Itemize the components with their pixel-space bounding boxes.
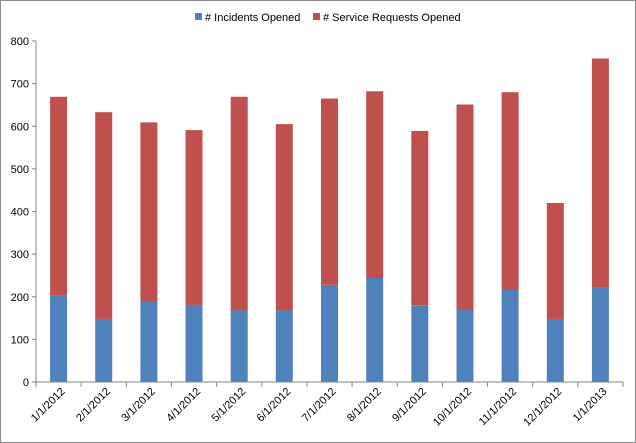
bar-incidents: [501, 289, 519, 382]
x-tick-label: 11/1/2012: [477, 386, 520, 429]
bar-service-requests: [546, 203, 564, 319]
bar-incidents: [591, 287, 609, 382]
bar-service-requests: [185, 130, 203, 305]
x-tick-label: 1/1/2012: [29, 386, 68, 425]
legend-label-incidents: # Incidents Opened: [205, 12, 300, 24]
bar-service-requests: [230, 96, 248, 311]
bar-incidents: [95, 318, 113, 382]
bar-service-requests: [591, 58, 609, 288]
x-tick-label: 5/1/2012: [210, 386, 249, 425]
x-tick-label: 12/1/2012: [521, 386, 564, 429]
x-tick-label: 9/1/2012: [390, 386, 429, 425]
x-tick-label: 4/1/2012: [164, 386, 203, 425]
bar-service-requests: [411, 130, 429, 306]
bar-incidents: [50, 295, 68, 382]
x-tick-label: 7/1/2012: [300, 386, 339, 425]
x-axis: 1/1/2012 2/1/2012 3/1/2012 4/1/2012 5/1/2012…: [29, 381, 624, 429]
y-axis: 0 100 200 300 400 500 600 700 800: [11, 36, 37, 389]
y-tick-label: 400: [11, 207, 29, 219]
bar-service-requests: [275, 124, 293, 311]
y-tick-label: 300: [11, 249, 29, 261]
legend-label-service-requests: # Service Requests Opened: [323, 12, 461, 24]
bar-service-requests: [95, 112, 113, 319]
bars: [50, 58, 609, 382]
y-tick-label: 100: [11, 334, 29, 346]
y-tick-label: 500: [11, 164, 29, 176]
bar-incidents: [321, 284, 338, 382]
legend-swatch-incidents: [195, 13, 202, 20]
bar-incidents: [140, 301, 158, 382]
bar-service-requests: [321, 98, 338, 285]
y-tick-label: 800: [11, 36, 29, 48]
x-tick-label: 3/1/2012: [119, 386, 158, 425]
bar-incidents: [456, 309, 474, 382]
y-tick-label: 700: [11, 79, 29, 91]
bar-service-requests: [366, 91, 384, 278]
bar-service-requests: [456, 104, 474, 310]
bar-service-requests: [50, 96, 68, 296]
y-tick-label: 600: [11, 121, 29, 133]
bar-incidents: [546, 318, 564, 382]
bar-incidents: [230, 310, 248, 382]
x-tick-label: 1/1/2013: [571, 386, 610, 425]
bar-incidents: [185, 304, 203, 382]
x-tick-label: 8/1/2012: [345, 386, 384, 425]
bar-incidents: [366, 278, 384, 382]
legend-swatch-service-requests: [313, 13, 320, 20]
bar-incidents: [275, 310, 293, 382]
y-tick-label: 0: [23, 377, 29, 389]
bar-service-requests: [140, 122, 158, 302]
x-tick-label: 10/1/2012: [431, 386, 474, 429]
bar-service-requests: [501, 92, 519, 290]
bar-incidents: [411, 305, 429, 382]
legend: # Incidents Opened # Service Requests Op…: [195, 12, 461, 24]
y-tick-label: 200: [11, 292, 29, 304]
x-tick-label: 6/1/2012: [255, 386, 294, 425]
x-tick-label: 2/1/2012: [74, 386, 113, 425]
